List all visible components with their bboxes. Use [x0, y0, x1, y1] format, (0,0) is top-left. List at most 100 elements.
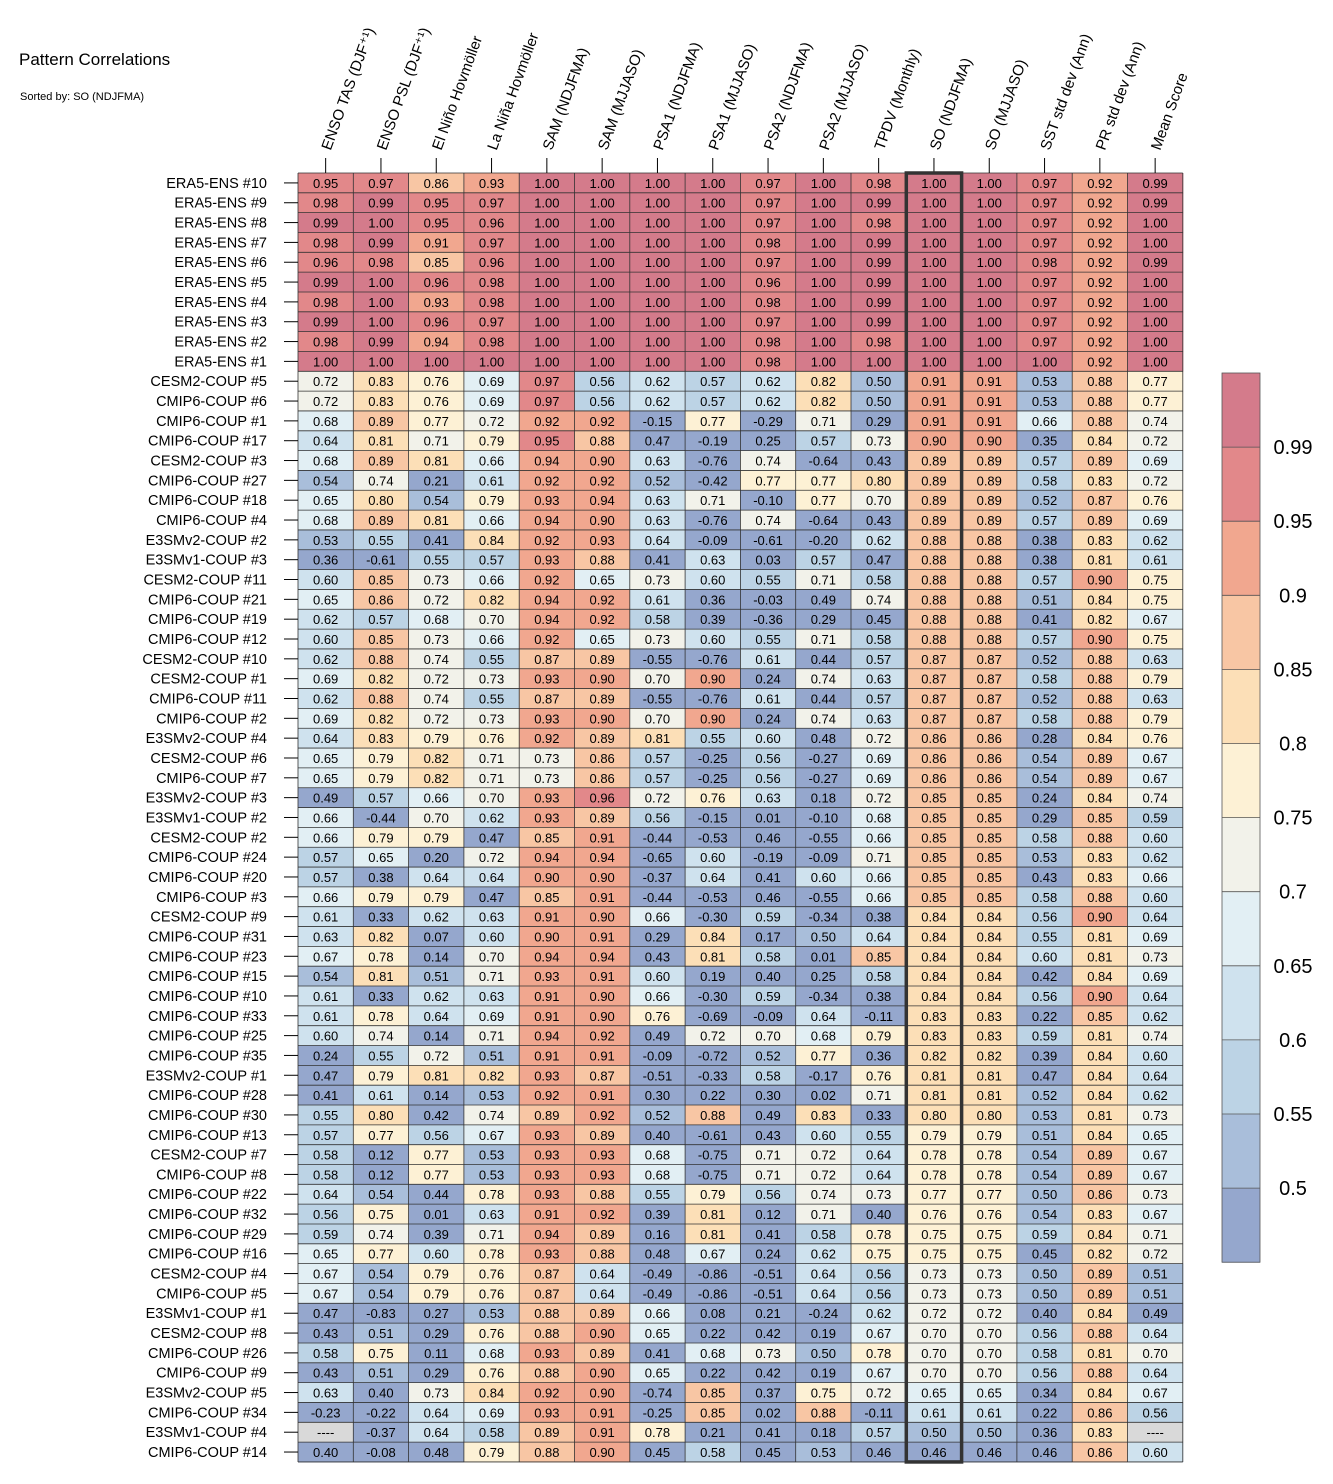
cell-value-label: 0.55: [479, 652, 504, 667]
cell-value-label: 0.81: [1087, 1029, 1112, 1044]
cell-value-label: 0.71: [479, 1029, 504, 1044]
cell-value-label: 0.49: [645, 1029, 670, 1044]
cell-value-label: 0.83: [977, 1029, 1002, 1044]
colorbar-bin: [1222, 891, 1260, 967]
row-label: CMIP6-COUP #29: [148, 1227, 267, 1243]
heatmap-cell: [1016, 886, 1073, 908]
heatmap-cell: [574, 331, 631, 352]
heatmap-cell: [574, 1085, 631, 1106]
heatmap-cell: [463, 331, 520, 352]
heatmap-cell: [1127, 1065, 1184, 1086]
heatmap-cell: [906, 1323, 963, 1344]
cell-value-label: 0.98: [866, 216, 891, 231]
cell-value-label: 0.87: [921, 652, 946, 667]
cell-value-label: 0.42: [1032, 969, 1057, 984]
cell-value-label: 0.07: [424, 929, 449, 944]
cell-value-label: 0.90: [589, 672, 614, 687]
cell-value-label: 0.68: [313, 513, 338, 528]
cell-value-label: 1.00: [645, 235, 670, 250]
cell-value-label: 0.79: [424, 1286, 449, 1301]
heatmap-cell: [906, 926, 963, 947]
heatmap-cell: [1016, 569, 1073, 590]
heatmap-cell: [685, 1105, 741, 1126]
heatmap-cell: [795, 886, 852, 908]
heatmap-cell: [574, 1283, 631, 1304]
cell-value-label: 0.86: [1087, 1187, 1112, 1202]
heatmap-cell: [574, 807, 631, 828]
heatmap-cell: [1016, 728, 1073, 749]
cell-value-label: 0.88: [921, 533, 946, 548]
heatmap-cell: [685, 1124, 741, 1146]
cell-value-label: 0.55: [313, 1108, 338, 1123]
heatmap-cell: [408, 728, 465, 749]
heatmap-cell: [685, 609, 741, 630]
cell-value-label: 0.89: [589, 691, 614, 706]
heatmap-cell: [685, 1382, 741, 1403]
cell-value-label: 0.22: [1032, 1405, 1057, 1420]
heatmap-cell: [353, 966, 410, 987]
heatmap-cell: [961, 1025, 1018, 1047]
cell-value-label: 0.85: [977, 890, 1002, 905]
row-label: ERA5-ENS #8: [174, 216, 267, 232]
heatmap-cell: [851, 1204, 907, 1225]
heatmap-cell: [298, 886, 354, 908]
cell-value-label: -0.10: [809, 810, 839, 825]
cell-value-label: 0.57: [313, 1128, 338, 1143]
heatmap-cell: [906, 510, 963, 531]
heatmap-cell: [463, 867, 520, 888]
cell-value-label: 0.67: [1142, 1386, 1167, 1401]
cell-value-label: 1.00: [977, 335, 1002, 350]
heatmap-cell: [463, 609, 520, 630]
heatmap-cell: [685, 1243, 741, 1265]
heatmap-cell: [519, 1005, 575, 1027]
heatmap-cell: [408, 926, 465, 947]
heatmap-cell: [353, 827, 410, 848]
cell-value-label: 0.56: [589, 394, 614, 409]
cell-value-label: 0.79: [479, 1445, 504, 1460]
heatmap-cell: [519, 450, 575, 471]
heatmap-cell: [1016, 986, 1073, 1007]
cell-value-label: 0.69: [479, 374, 504, 389]
row-label: CMIP6-COUP #31: [148, 929, 267, 945]
heatmap-cell: [629, 490, 686, 511]
heatmap-cell: [353, 1184, 410, 1205]
cell-value-label: 1.00: [866, 354, 891, 369]
cell-value-label: 0.92: [589, 1029, 614, 1044]
cell-value-label: 0.82: [368, 711, 393, 726]
heatmap-cell: [685, 886, 741, 908]
heatmap-cell: [463, 410, 520, 432]
cell-value-label: 0.65: [589, 573, 614, 588]
cell-value-label: 0.41: [424, 533, 449, 548]
cell-value-label: 0.56: [645, 810, 670, 825]
heatmap-cell: [629, 549, 686, 571]
heatmap-cell: [1072, 906, 1128, 928]
heatmap-cell: [795, 391, 852, 412]
heatmap-cell: [463, 252, 520, 273]
heatmap-cell: [795, 549, 852, 571]
heatmap-cell: [574, 391, 631, 412]
cell-value-label: 0.83: [1087, 850, 1112, 865]
cell-value-label: 1.00: [368, 315, 393, 330]
heatmap-cell: [353, 886, 410, 908]
heatmap-cell: [463, 1164, 520, 1185]
heatmap-cell: [1072, 291, 1128, 313]
cell-value-label: 1.00: [589, 235, 614, 250]
heatmap-cell: [1072, 1124, 1128, 1146]
heatmap-cell: [353, 1065, 410, 1086]
row-label: ERA5-ENS #4: [174, 295, 267, 311]
cell-value-label: 0.97: [479, 196, 504, 211]
heatmap-cell: [629, 173, 686, 194]
cell-value-label: 0.89: [1087, 751, 1112, 766]
heatmap-cell: [463, 1005, 520, 1027]
cell-value-label: 0.76: [1142, 493, 1167, 508]
cell-value-label: -0.27: [809, 771, 839, 786]
cell-value-label: 0.59: [1032, 1227, 1057, 1242]
cell-value-label: 0.82: [368, 672, 393, 687]
cell-value-label: 0.89: [921, 493, 946, 508]
cell-value-label: 0.63: [700, 553, 725, 568]
cell-value-label: 0.99: [368, 196, 393, 211]
heatmap-cell: [740, 232, 797, 253]
cell-value-label: 0.61: [921, 1405, 946, 1420]
cell-value-label: 0.38: [368, 870, 393, 885]
heatmap-cell: [906, 391, 963, 412]
